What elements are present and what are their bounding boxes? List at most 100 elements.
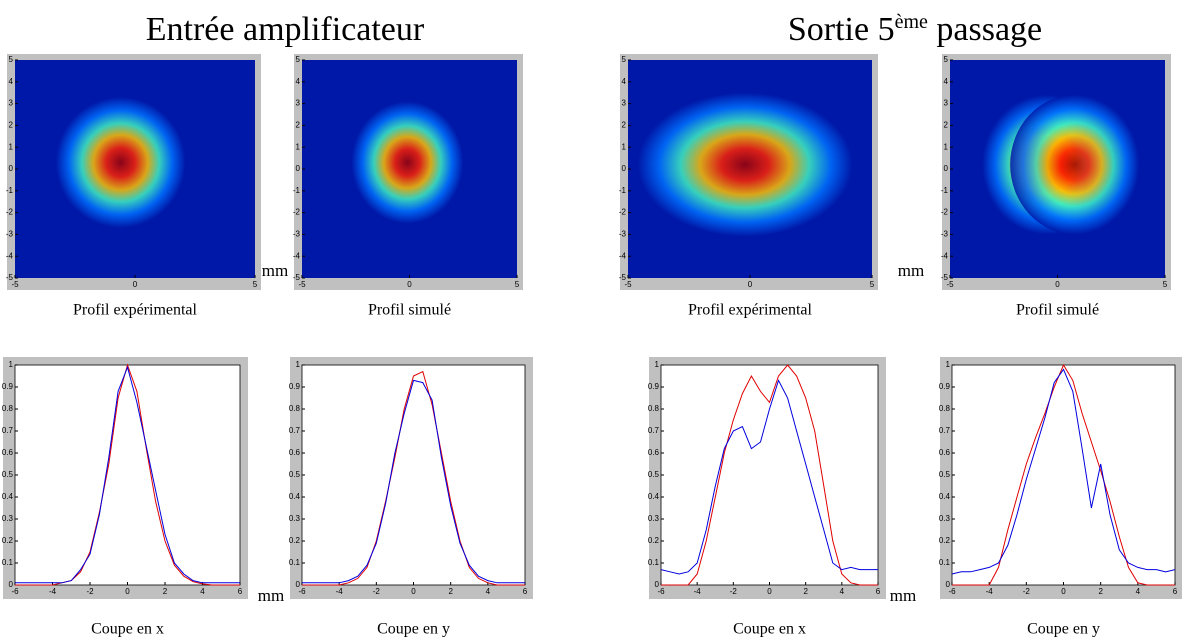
y-tick-label: 1 [296,142,301,151]
beam-profile [637,92,853,237]
y-tick-label: 3 [622,99,627,108]
y-tick-label: 0.3 [289,514,301,523]
x-tick-label: 0 [1055,280,1060,289]
y-tick-label: -1 [941,186,949,195]
x-tick-label: 6 [876,587,881,596]
y-tick-label: 0.2 [648,536,660,545]
y-tick-label: 0.6 [289,448,301,457]
x-tick-label: 5 [1163,280,1168,289]
y-tick-label: 4 [622,77,627,86]
y-tick-label: 2 [622,121,627,130]
y-tick-label: 3 [296,99,301,108]
y-tick-label: -5 [293,273,301,282]
y-tick-label: 0.2 [289,536,301,545]
y-tick-label: 0.8 [2,404,14,413]
plot-area [301,364,526,586]
y-tick-label: 0.6 [2,448,14,457]
y-tick-label: 0 [9,580,14,589]
y-tick-label: 0.9 [2,382,14,391]
y-tick-label: -2 [293,208,301,217]
y-tick-label: 2 [944,121,949,130]
x-tick-label: 2 [448,587,453,596]
profile-line [951,368,1176,575]
x-tick-label: 5 [870,280,875,289]
y-tick-label: 1 [9,142,14,151]
y-tick-label: 0 [655,580,660,589]
y-tick-label: -5 [941,273,949,282]
x-tick-label: 4 [1136,587,1141,596]
y-tick-label: 0.9 [648,382,660,391]
y-tick-label: 0.7 [289,426,301,435]
y-tick-label: 0.1 [289,558,301,567]
y-tick-label: 0.8 [648,404,660,413]
caption: Profil expérimental [688,302,813,319]
x-tick-label: -4 [49,587,57,596]
caption: Profil expérimental [73,302,198,319]
x-tick-label: -2 [373,587,381,596]
x-tick-label: 0 [125,587,130,596]
x-tick-label: -4 [694,587,702,596]
y-tick-label: 0.7 [648,426,660,435]
y-tick-label: 5 [9,55,14,64]
y-tick-label: 2 [296,121,301,130]
x-tick-label: 0 [748,280,753,289]
profile-line [15,365,240,584]
x-tick-label: -6 [657,587,665,596]
x-tick-label: 6 [238,587,243,596]
caption: Coupe en y [377,621,450,638]
unit-label: mm [258,586,284,605]
x-tick-label: 5 [515,280,520,289]
y-tick-label: 0 [9,164,14,173]
y-tick-label: 0.3 [2,514,14,523]
y-tick-label: -5 [619,273,627,282]
y-tick-label: 0.5 [939,470,951,479]
y-tick-label: -3 [293,230,301,239]
y-tick-label: 0.9 [289,382,301,391]
profile-line [302,370,525,586]
x-tick-label: 4 [486,587,491,596]
y-tick-label: 0.5 [289,470,301,479]
y-tick-label: 0.1 [2,558,14,567]
x-tick-label: 0 [407,280,412,289]
plot-area [951,364,1176,586]
y-tick-label: 0.5 [648,470,660,479]
unit-label: mm [898,261,924,280]
caption: Profil simulé [1016,302,1099,319]
caption: Profil simulé [368,302,451,319]
y-tick-label: -4 [293,251,301,260]
y-tick-label: 4 [9,77,14,86]
y-tick-label: 1 [9,360,14,369]
beam-profile [351,101,464,224]
y-tick-label: -3 [6,230,14,239]
y-tick-label: -1 [619,186,627,195]
x-tick-label: 0 [1061,587,1066,596]
group-title: Entrée amplificateur [146,11,425,48]
y-tick-label: 0.2 [939,536,951,545]
profile-line [660,379,878,575]
y-tick-label: 0.6 [648,448,660,457]
x-tick-label: 2 [803,587,808,596]
caption: Coupe en x [91,621,164,638]
y-tick-label: 0.4 [939,492,951,501]
y-tick-label: 5 [296,55,301,64]
x-tick-label: 0 [133,280,138,289]
unit-label: mm [890,586,916,605]
y-tick-label: -5 [6,273,14,282]
y-tick-label: 0.3 [648,514,660,523]
x-tick-label: 6 [523,587,528,596]
group-title: Sortie 5ème passage [788,11,1042,48]
profile-line [302,379,525,584]
x-tick-label: -5 [11,280,19,289]
y-tick-label: 1 [944,142,949,151]
x-tick-label: 0 [411,587,416,596]
x-tick-label: -4 [986,587,994,596]
y-tick-label: 0.5 [2,470,14,479]
y-tick-label: 0.1 [648,558,660,567]
x-tick-label: -2 [86,587,94,596]
y-tick-label: 0.4 [289,492,301,501]
y-tick-label: 0.8 [939,404,951,413]
caption: Coupe en x [733,621,806,638]
y-tick-label: 0.8 [289,404,301,413]
y-tick-label: -2 [941,208,949,217]
